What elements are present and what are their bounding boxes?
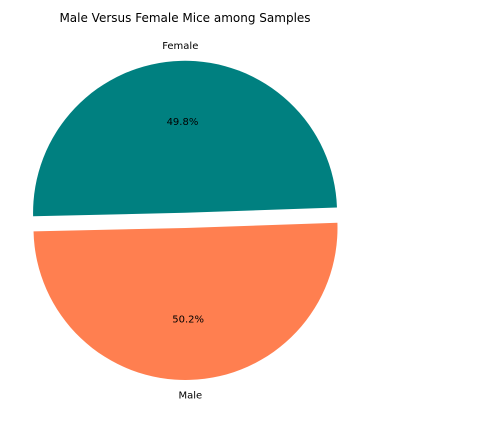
pct-label-male: 50.2%	[172, 315, 204, 326]
pie-labels: Female 49.8% Male 50.2%	[162, 41, 204, 401]
pie-slices	[33, 60, 338, 380]
chart-title: Male Versus Female Mice among Samples	[59, 11, 310, 25]
pie-slice-male	[33, 222, 338, 380]
slice-label-female: Female	[162, 41, 198, 52]
pct-label-female: 49.8%	[167, 117, 199, 128]
slice-label-male: Male	[178, 391, 202, 402]
pie-slice-female	[33, 60, 337, 217]
